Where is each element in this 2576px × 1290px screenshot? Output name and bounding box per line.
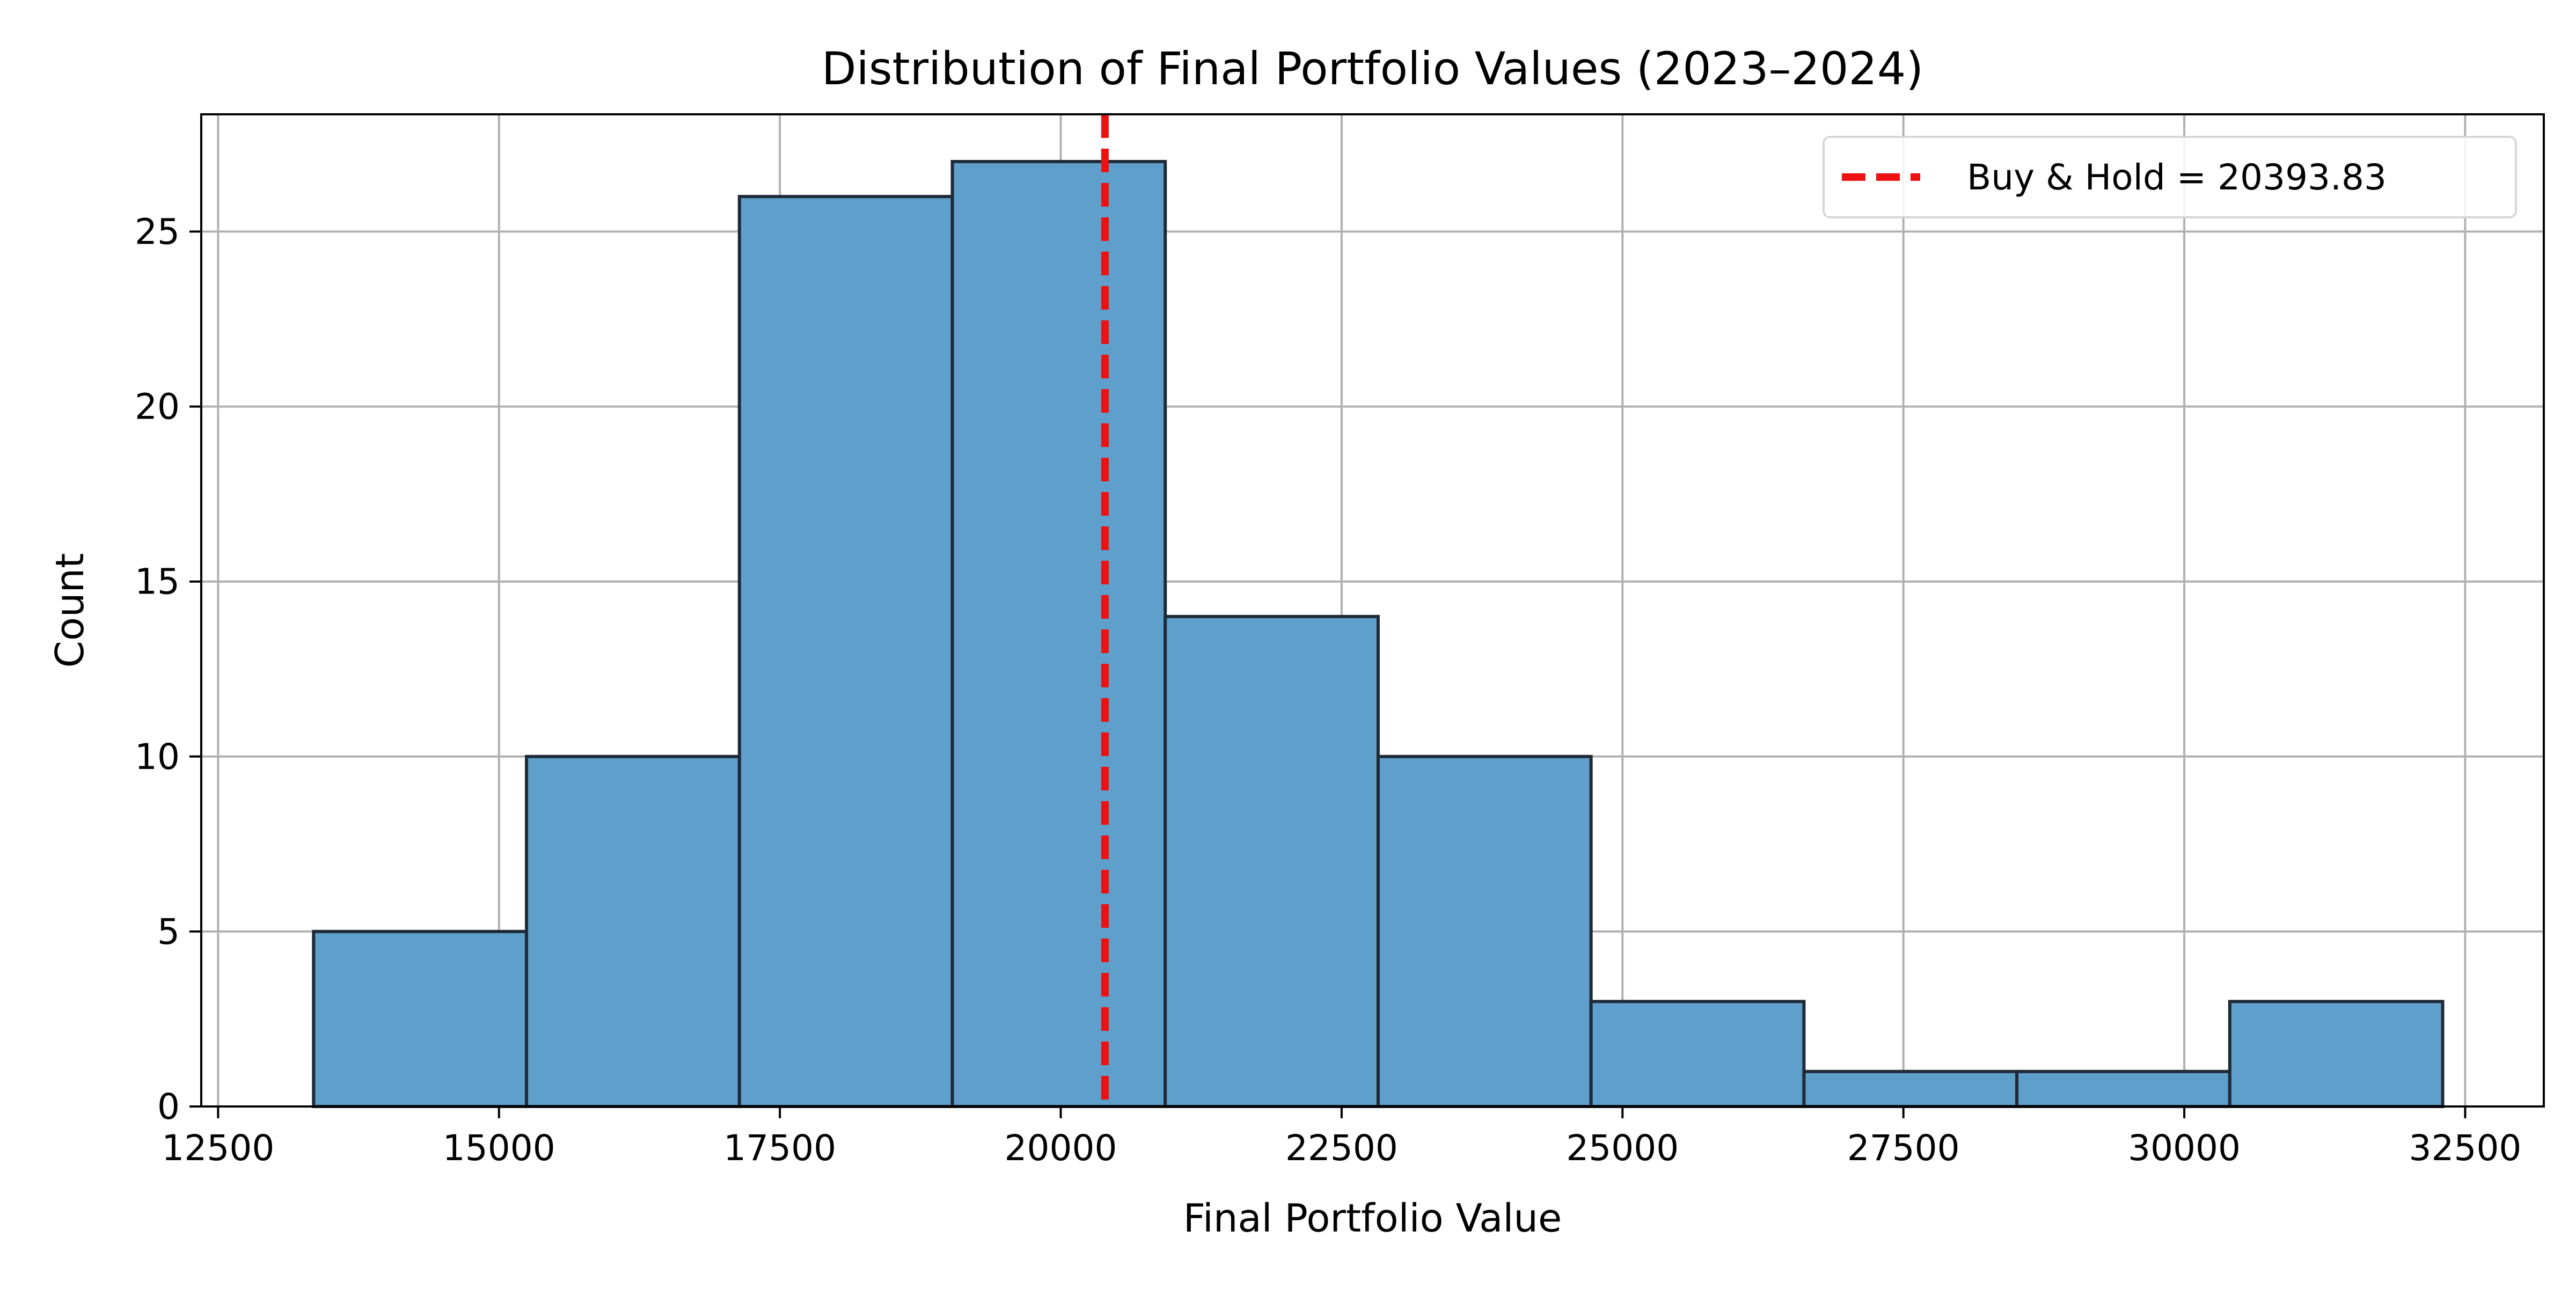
x-tick-label: 17500 [723, 1127, 836, 1169]
legend: Buy & Hold = 20393.83 [1823, 136, 2517, 218]
x-axis-label: Final Portfolio Value [1183, 1196, 1562, 1241]
legend-box [1823, 136, 2517, 218]
bars-layer [312, 160, 2445, 1108]
histogram-bar [1376, 754, 1593, 1108]
y-tick-label: 25 [135, 211, 180, 252]
chart-title: Distribution of Final Portfolio Values (… [822, 42, 1923, 95]
y-tick-label: 10 [135, 736, 180, 778]
histogram-bar [1802, 1069, 2019, 1108]
x-tick-label: 30000 [2128, 1127, 2241, 1169]
y-axis-label: Count [47, 553, 92, 668]
histogram-bar [1589, 1000, 1806, 1108]
axes-layer [200, 113, 2545, 1108]
x-tick-label: 22500 [1285, 1127, 1398, 1169]
histogram-bar [737, 195, 954, 1108]
y-tick-label: 20 [135, 386, 180, 428]
x-tick-label: 15000 [443, 1127, 555, 1169]
y-tick-label: 5 [157, 911, 180, 952]
plot-frame [200, 113, 2545, 1108]
x-tick-label: 12500 [162, 1127, 274, 1169]
histogram-bar [950, 160, 1167, 1108]
ticks-layer: 12500 15000 17500 20000 22500 25000 27500 30000… [135, 211, 2521, 1169]
x-tick-label: 25000 [1566, 1127, 1679, 1169]
y-tick-label: 15 [135, 561, 180, 603]
histogram-bar [2015, 1069, 2231, 1108]
y-tick-label: 0 [157, 1086, 180, 1127]
legend-label: Buy & Hold = 20393.83 [1967, 157, 2387, 198]
histogram-bar [2228, 1000, 2445, 1108]
x-tick-label: 32500 [2409, 1127, 2521, 1169]
histogram-bar [312, 929, 529, 1108]
x-tick-label: 27500 [1847, 1127, 1960, 1169]
histogram-bar [1163, 614, 1380, 1108]
x-tick-label: 20000 [1005, 1127, 1117, 1169]
histogram-bar [525, 754, 741, 1108]
